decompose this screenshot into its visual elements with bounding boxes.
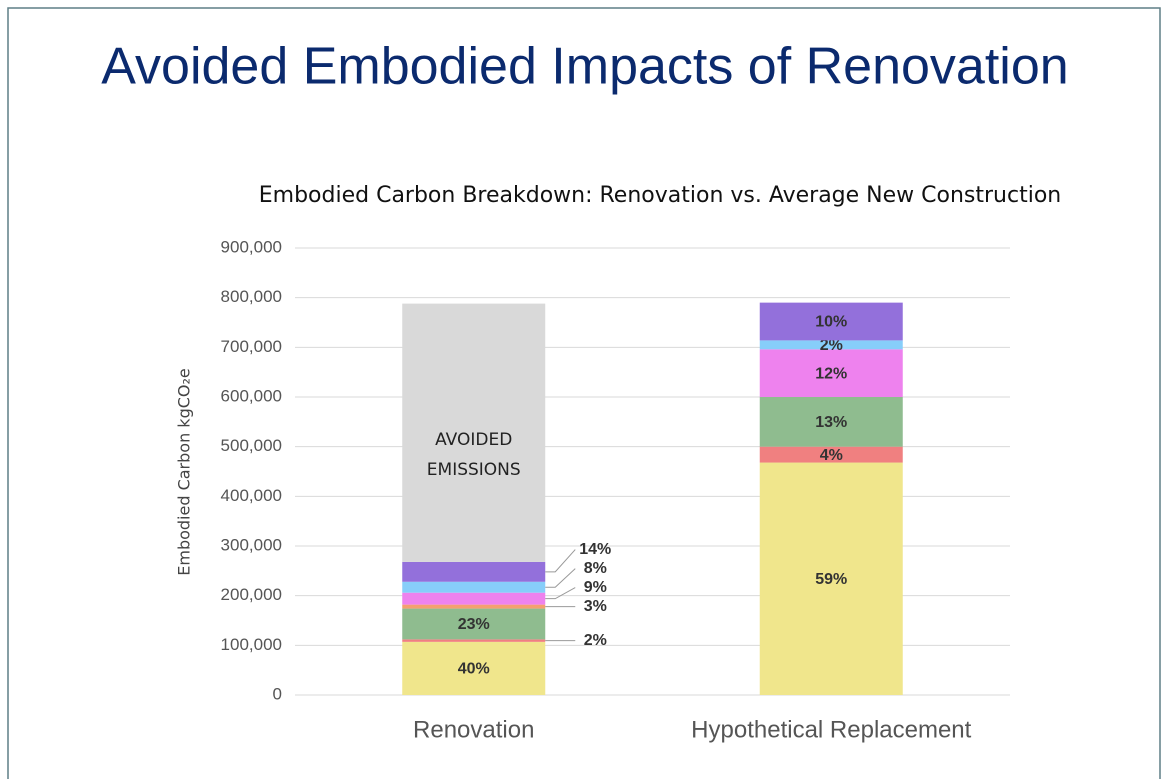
y-tick-label: 300,000	[221, 535, 282, 554]
segment-label: 2%	[584, 632, 607, 649]
leader-line	[545, 568, 576, 588]
bar-segment	[402, 561, 546, 582]
segment-name: AVOIDED EMISSIONS	[426, 429, 521, 480]
y-tick-label: 200,000	[221, 585, 282, 604]
y-tick-label: 400,000	[221, 486, 282, 505]
segment-label: 10%	[815, 314, 847, 331]
bar-segment	[402, 604, 546, 609]
slide-frame	[7, 7, 1161, 779]
segment-label: 40%	[458, 661, 490, 678]
segment-label: 2%	[820, 337, 843, 354]
segment-label: 14%	[579, 541, 611, 558]
slide-title: Avoided Embodied Impacts of Renovation	[101, 38, 1068, 96]
y-tick-label: 800,000	[221, 287, 282, 306]
segment-label: 23%	[458, 616, 490, 633]
chart-title: Embodied Carbon Breakdown: Renovation vs…	[259, 183, 1061, 208]
bar-segment	[402, 592, 546, 605]
y-tick-label: 700,000	[221, 337, 282, 356]
bar-segment	[402, 641, 546, 695]
segment-label: 9%	[584, 579, 607, 596]
segment-label: 13%	[815, 414, 847, 431]
bar-segment	[402, 581, 546, 593]
y-tick-label: 900,000	[221, 237, 282, 256]
y-tick-label: 0	[273, 684, 282, 703]
segment-label: 8%	[584, 560, 607, 577]
segment-label: 4%	[820, 447, 843, 464]
y-axis-label: Embodied Carbon kgCO₂e	[175, 368, 194, 576]
x-tick-label: Renovation	[413, 716, 534, 743]
y-tick-label: 100,000	[221, 635, 282, 654]
bar-segment	[402, 303, 546, 562]
bar-segment	[759, 340, 903, 350]
leader-line	[545, 587, 576, 600]
bar-segment	[759, 446, 903, 463]
x-tick-label: Hypothetical Replacement	[691, 716, 971, 743]
bar-segment	[759, 302, 903, 341]
bar-segment	[759, 397, 903, 447]
leader-line	[545, 549, 576, 573]
bar-segment	[402, 639, 546, 642]
segment-label: 59%	[815, 571, 847, 588]
bar-segment	[402, 608, 546, 640]
segment-label: 3%	[584, 598, 607, 615]
segment-label: 12%	[815, 365, 847, 382]
y-tick-label: 500,000	[221, 436, 282, 455]
bar-segment	[759, 462, 903, 695]
y-tick-label: 600,000	[221, 386, 282, 405]
bar-segment	[759, 349, 903, 397]
